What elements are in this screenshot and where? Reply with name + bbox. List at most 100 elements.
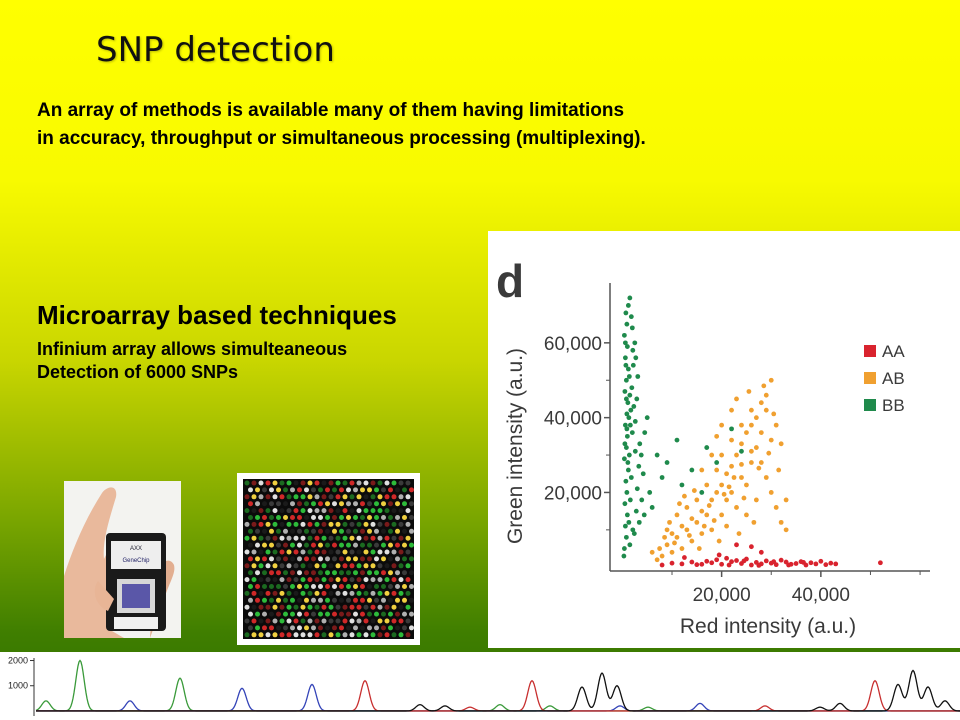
scatter-point-ab <box>669 531 675 536</box>
scatter-point-bb <box>623 310 629 316</box>
array-spot <box>398 563 404 569</box>
array-spot <box>349 577 355 583</box>
array-spot <box>265 563 271 569</box>
scatter-point-aa <box>729 559 734 565</box>
array-spot <box>244 577 250 583</box>
scatter-point-ab <box>696 546 702 551</box>
scatter-point-ab <box>748 448 754 454</box>
array-spot <box>328 521 334 527</box>
array-spot <box>244 494 250 500</box>
array-spot <box>363 535 369 541</box>
array-spot <box>318 542 323 548</box>
array-spot <box>353 528 358 534</box>
legend-swatch-bb <box>864 399 876 411</box>
cartridge-window <box>122 584 150 608</box>
scatter-point-aa <box>726 562 732 568</box>
array-spot <box>265 494 271 500</box>
scatter-point-aa <box>714 557 720 563</box>
array-spot <box>325 542 330 548</box>
array-spot <box>367 584 372 589</box>
array-spot <box>311 487 316 493</box>
array-spot <box>255 570 260 576</box>
array-spot <box>384 632 390 638</box>
array-spot <box>353 542 358 548</box>
array-spot <box>409 556 414 562</box>
array-spot <box>290 556 295 562</box>
array-spot <box>363 632 369 638</box>
scatter-point-aa <box>808 560 814 566</box>
array-spot <box>293 577 299 583</box>
scatter-point-bb <box>699 490 705 495</box>
array-spot <box>405 604 411 610</box>
scatter-point-bb <box>621 332 627 338</box>
array-spot <box>349 494 355 500</box>
array-spot <box>314 480 320 486</box>
scatter-point-ab <box>758 430 764 436</box>
array-spot <box>265 604 271 610</box>
array-spot <box>349 590 355 596</box>
array-spot <box>360 501 365 507</box>
array-spot <box>290 584 295 589</box>
scatter-point-bb <box>739 448 744 454</box>
array-spot <box>363 563 369 569</box>
scatter-point-ab <box>729 463 734 469</box>
scatter-point-ab <box>758 400 764 406</box>
array-spot <box>300 494 306 500</box>
array-spot <box>374 515 379 520</box>
scatter-point-ab <box>729 490 734 495</box>
array-spot <box>262 501 267 507</box>
array-spot <box>409 542 414 548</box>
array-spot <box>304 611 309 617</box>
array-spot <box>356 577 362 583</box>
array-spot <box>398 632 404 638</box>
scatter-point-bb <box>629 325 635 331</box>
array-spot <box>265 480 271 486</box>
array-spot <box>255 501 260 507</box>
array-spot <box>290 611 295 617</box>
array-spot <box>311 597 316 603</box>
array-spot <box>321 549 327 555</box>
array-spot <box>405 577 411 583</box>
scatter-point-bb <box>622 523 628 529</box>
array-spot <box>304 501 309 507</box>
scatter-point-ab <box>766 450 772 456</box>
array-spot <box>335 590 341 596</box>
array-spot <box>300 549 306 555</box>
array-spot <box>349 604 355 610</box>
x-axis-label: Red intensity (a.u.) <box>680 615 856 638</box>
array-spot <box>381 570 386 576</box>
array-spot <box>353 515 358 520</box>
array-spot <box>398 577 404 583</box>
array-spot <box>391 590 397 596</box>
array-spot <box>381 611 386 617</box>
array-spot <box>381 556 386 562</box>
array-spot <box>269 556 274 562</box>
array-spot <box>265 508 271 514</box>
scatter-point-ab <box>734 396 739 402</box>
array-spot <box>374 528 379 534</box>
scatter-point-bb <box>679 482 685 488</box>
array-spot <box>377 604 383 610</box>
array-spot <box>402 501 407 507</box>
array-spot <box>311 501 316 507</box>
array-spot <box>307 480 313 486</box>
array-spot <box>255 611 260 617</box>
scatter-point-ab <box>773 505 779 510</box>
array-spot <box>398 618 404 624</box>
array-spot <box>374 570 379 576</box>
scatter-point-bb <box>632 340 638 346</box>
array-spot <box>321 494 327 500</box>
array-spot <box>409 597 414 603</box>
array-spot <box>335 508 341 514</box>
array-spot <box>304 542 309 548</box>
scatter-point-ab <box>768 490 774 495</box>
array-spot <box>318 611 323 617</box>
array-spot <box>349 549 355 555</box>
array-spot <box>269 611 274 617</box>
scatter-point-ab <box>761 383 767 389</box>
array-spot <box>293 604 299 610</box>
scatter-point-aa <box>748 562 754 568</box>
array-spot <box>353 570 358 576</box>
array-spot <box>258 590 264 596</box>
scatter-point-aa <box>771 559 777 565</box>
